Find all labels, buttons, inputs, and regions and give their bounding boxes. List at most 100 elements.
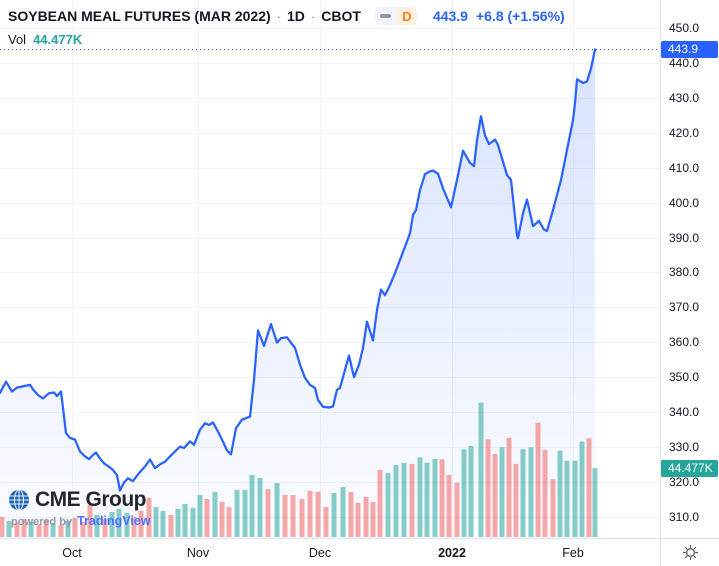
volume-bar [6,521,12,537]
volume-bar [409,463,415,537]
volume-bar [28,522,34,537]
volume-bar [265,489,271,537]
volume-bar [168,515,174,537]
volume-bar [50,523,56,537]
time-tick-label: Nov [186,546,210,560]
volume-bar [355,503,361,537]
separator-dot: · [276,8,282,24]
volume-bar [377,470,383,537]
symbol-title: SOYBEAN MEAL FUTURES (MAR 2022) [8,8,271,24]
time-tick-label: Dec [308,546,332,560]
volume-bar [528,447,534,537]
price-tick-label: 330.0 [669,439,700,454]
volume-bar [299,499,305,537]
price-tick-label: 390.0 [669,230,700,245]
volume-bar [219,501,225,537]
volume-bar [401,463,407,537]
volume-bar [109,512,115,537]
quote-values: 443.9 +6.8 (+1.56%) [433,8,565,24]
interval-toggle[interactable]: D [374,7,417,25]
tradingview-link[interactable]: TradingView [77,514,151,528]
price-axis[interactable]: 443.9 44.477K 450.0 440.0 430.0 420.0 410.0 4… [660,0,719,538]
volume-bar [564,460,570,537]
volume-bar [242,490,248,537]
volume-bar [234,490,240,537]
volume-bar [14,523,20,537]
volume-bar [550,479,556,537]
volume-bar [592,468,598,537]
axis-settings-button[interactable] [660,538,719,566]
volume-bar [370,501,376,537]
volume-bar [363,497,369,537]
chart-canvas[interactable] [0,0,660,538]
footer-logos: CME Group powered by TradingView [8,488,151,528]
volume-bar [190,508,196,537]
volume-bar [124,513,130,537]
price-tick-label: 310.0 [669,509,700,524]
volume-bar [499,447,505,537]
volume-bar [160,510,166,537]
volume-bar [257,478,263,537]
volume-bar [424,462,430,537]
volume-bar [80,522,86,537]
interval-label: 1D [287,8,305,24]
volume-bar [454,482,460,537]
volume-bar [65,521,71,537]
volume-bar [323,507,329,537]
volume-bar [572,460,578,537]
globe-icon [9,490,29,510]
volume-label: Vol [8,32,27,47]
volume-bar [249,475,255,537]
collapse-toggle[interactable] [374,7,397,25]
volume-bar [307,490,313,537]
volume-bar [116,508,122,537]
attribution: powered by TradingView [11,514,151,528]
price-tick-label: 340.0 [669,405,700,420]
volume-bar [478,402,484,537]
volume-bar [138,510,144,537]
volume-bar [557,450,563,537]
interval-badge[interactable]: D [396,7,417,25]
volume-bar [146,498,152,537]
volume-bar [102,519,108,537]
volume-bar [417,457,423,537]
price-line [0,48,597,492]
time-axis[interactable]: Oct Nov Dec 2022 Feb [0,538,660,566]
volume-bar [175,508,181,537]
volume-badge: 44.477K [661,459,718,477]
volume-bar [331,492,337,537]
volume-bar [153,507,159,537]
price-tick-label: 350.0 [669,370,700,385]
last-price-badge: 443.9 [661,41,718,59]
volume-bar [87,505,93,537]
volume-bar [197,495,203,537]
volume-bar [204,499,210,537]
volume-bar [432,459,438,537]
volume-bar [535,422,541,537]
chart-legend-header: SOYBEAN MEAL FUTURES (MAR 2022) · 1D · C… [8,7,565,25]
volume-bar [131,517,137,537]
volume-bar [579,441,585,537]
volume-bar [586,438,592,537]
volume-bar [94,515,100,537]
volume-bar [58,525,64,537]
volume-bar [485,439,491,537]
gear-icon [682,544,698,561]
price-tick-label: 370.0 [669,300,700,315]
volume-bar [492,454,498,537]
last-price-value: 443.9 [432,8,468,24]
volume-bar [393,465,399,537]
volume-bar [348,492,354,537]
cme-group-logo: CME Group [8,488,151,512]
volume-bar [385,472,391,537]
volume-bar [182,504,188,537]
price-change-value: +6.8 (+1.56%) [475,8,565,24]
price-pane[interactable] [0,0,660,538]
volume-value: 44.477K [33,32,83,47]
volume-bar [513,463,519,537]
price-tick-label: 430.0 [669,91,700,106]
volume-bar [72,517,78,537]
volume-bar [446,475,452,537]
price-tick-label: 410.0 [669,160,700,175]
volume-bar [274,483,280,537]
